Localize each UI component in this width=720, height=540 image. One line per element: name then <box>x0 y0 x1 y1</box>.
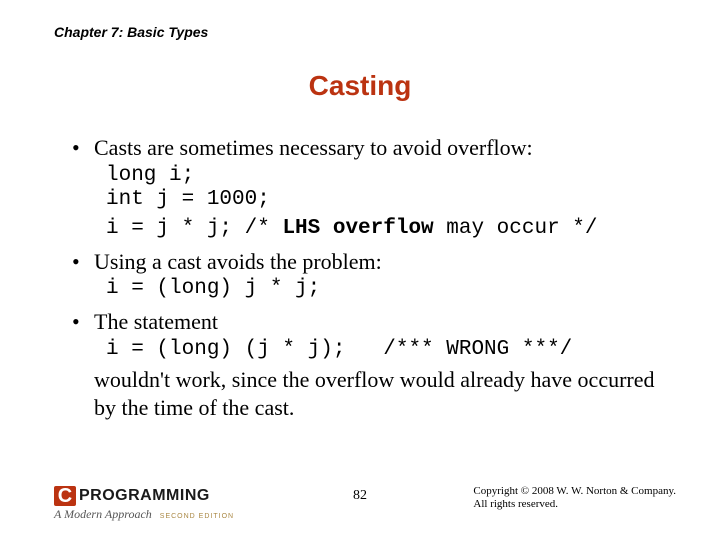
code-text: may occur */ <box>434 217 598 240</box>
code-overflow-example: i = j * j; /* LHS overflow may occur */ <box>106 217 664 242</box>
logo-subtitle: A Modern Approach SECOND EDITION <box>54 507 254 522</box>
followup-text: wouldn't work, since the overflow would … <box>94 366 664 421</box>
copyright: Copyright © 2008 W. W. Norton & Company.… <box>473 485 676 513</box>
copyright-line: All rights reserved. <box>473 498 676 512</box>
slide-body: Casts are sometimes necessary to avoid o… <box>72 128 664 421</box>
code-line: long i; <box>106 164 194 187</box>
bullet-cast-fix: Using a cast avoids the problem: <box>72 248 664 276</box>
code-cast-wrong: i = (long) (j * j); /*** WRONG ***/ <box>106 338 664 363</box>
slide-footer: C PROGRAMMING A Modern Approach SECOND E… <box>0 480 720 524</box>
code-declarations: long i; int j = 1000; <box>106 164 664 214</box>
copyright-line: Copyright © 2008 W. W. Norton & Company. <box>473 485 676 499</box>
code-line: int j = 1000; <box>106 188 270 211</box>
bullet-statement: The statement <box>72 308 664 336</box>
logo-edition: SECOND EDITION <box>160 513 234 520</box>
chapter-label: Chapter 7: Basic Types <box>54 24 208 40</box>
code-bold: LHS overflow <box>282 217 433 240</box>
code-text: i = j * j; /* <box>106 217 282 240</box>
slide-title: Casting <box>0 70 720 102</box>
code-cast-correct: i = (long) j * j; <box>106 277 664 302</box>
bullet-overflow: Casts are sometimes necessary to avoid o… <box>72 134 664 162</box>
logo-subtitle-text: A Modern Approach <box>54 507 152 522</box>
slide: Chapter 7: Basic Types Casting Casts are… <box>0 0 720 540</box>
